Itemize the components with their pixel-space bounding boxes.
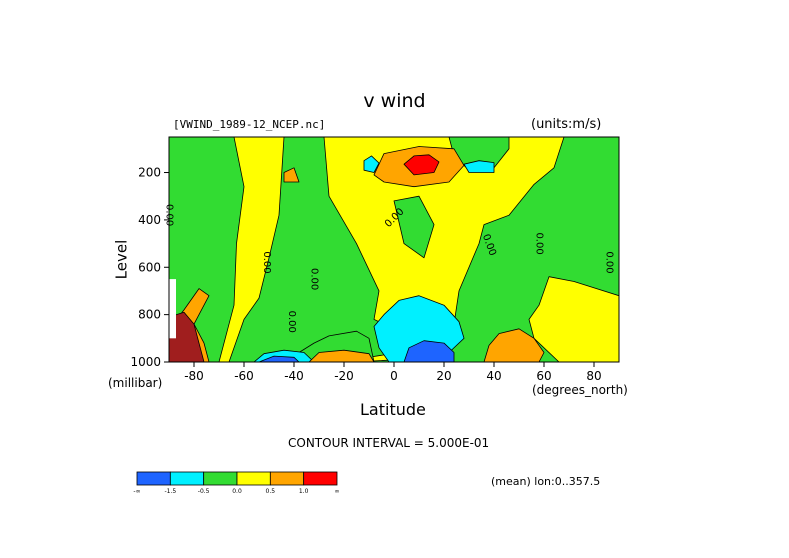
file-label: [VWIND_1989-12_NCEP.nc]	[173, 118, 326, 131]
x-tick-label: 60	[536, 369, 551, 383]
colorbar-bin	[269, 471, 305, 486]
y-tick-label: 400	[138, 213, 161, 227]
y-axis-units: (millibar)	[108, 376, 163, 390]
contour-region-blue	[258, 355, 300, 362]
contour-region-red	[403, 154, 440, 176]
colorbar-label: -0.5	[198, 488, 210, 495]
contour-region-cyan	[463, 160, 495, 173]
units-label: (units:m/s)	[531, 117, 602, 132]
x-tick-label: 20	[436, 369, 451, 383]
y-tick-label: 600	[138, 260, 161, 274]
contour-label: 0.00	[261, 251, 272, 273]
colorbar-label: 0.5	[266, 488, 276, 495]
contour-region-blue	[403, 340, 455, 362]
contour-region-green	[393, 195, 435, 259]
contour-region-orange	[283, 167, 300, 183]
contour-region-orange	[308, 349, 375, 362]
contour-label: 0.00	[309, 268, 320, 290]
y-tick-label: 1000	[130, 355, 161, 369]
colorbar-label: -1.5	[164, 488, 176, 495]
contour-region-cyan	[363, 155, 380, 173]
x-tick-label: -20	[334, 369, 354, 383]
contour-label: 0.00	[534, 232, 545, 254]
chart-title: v wind	[363, 90, 426, 112]
contour-region-darkred	[169, 311, 205, 362]
x-tick-label: -80	[184, 369, 204, 383]
x-tick-label: 80	[586, 369, 601, 383]
contour-regions	[169, 137, 619, 362]
contour-region-orange	[483, 328, 545, 362]
contour-interval-label: CONTOUR INTERVAL = 5.000E-01	[288, 436, 490, 450]
mean-label: (mean) lon:0..357.5	[491, 475, 601, 488]
x-tick-label: -60	[234, 369, 254, 383]
y-tick-label: 200	[138, 166, 161, 180]
x-axis-label: Latitude	[360, 400, 426, 419]
contour-label: 0.00	[286, 311, 297, 333]
colorbar-label: 0.0	[232, 488, 242, 495]
x-tick-label: -40	[284, 369, 304, 383]
x-tick-label: 0	[390, 369, 398, 383]
colorbar-label: -∞	[133, 488, 140, 495]
x-axis-units: (degrees_north)	[532, 383, 628, 397]
x-tick-label: 40	[486, 369, 501, 383]
colorbar-bin	[203, 471, 238, 486]
contour-label: 0.00	[604, 251, 615, 273]
colorbar-label: 1.0	[299, 488, 309, 495]
missing-data-patch	[169, 279, 176, 339]
y-tick-label: 800	[138, 308, 161, 322]
colorbar-bin	[236, 471, 271, 486]
colorbar-bin	[169, 471, 205, 486]
colorbar-bin	[303, 471, 338, 486]
colorbar-label: ∞	[335, 488, 340, 495]
colorbar-bin	[136, 471, 171, 486]
